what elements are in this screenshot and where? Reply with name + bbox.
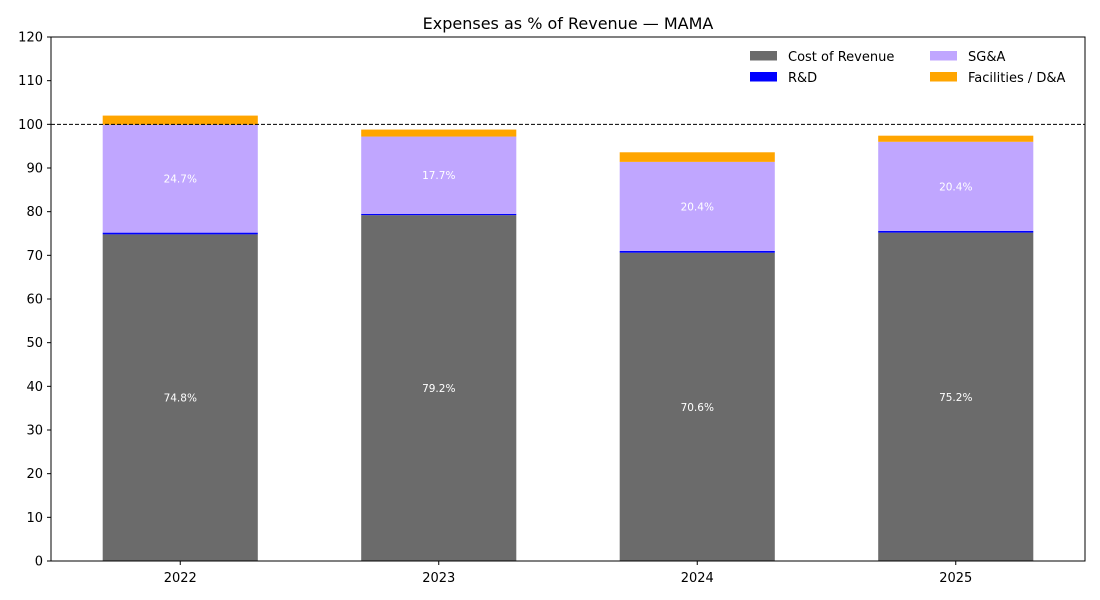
bar-segment — [878, 230, 1034, 233]
y-tick-label: 80 — [26, 205, 43, 220]
legend: Cost of Revenue R&D SG&A Facilities / D&A — [750, 50, 1066, 86]
data-label: 20.4% — [681, 201, 714, 213]
legend-swatch — [930, 72, 957, 82]
legend-swatch — [750, 51, 777, 61]
legend-label: Cost of Revenue — [788, 50, 894, 65]
data-label: 75.2% — [939, 392, 972, 404]
legend-label: SG&A — [968, 50, 1005, 65]
bars: 74.8% 24.7% 79.2% 17.7% 70.6% 20.4% 75.2% 20.4% — [102, 115, 1034, 562]
data-label: 79.2% — [422, 383, 455, 395]
bar-segment — [361, 213, 517, 216]
plot-frame — [50, 36, 1086, 562]
y-tick-label: 110 — [18, 74, 43, 89]
y-axis: 0 10 20 30 40 50 60 70 80 90 100 110 120 — [18, 31, 51, 570]
data-label: 20.4% — [939, 181, 972, 193]
bar-segment — [361, 215, 517, 561]
y-tick-label: 10 — [26, 511, 43, 526]
bar-segment — [361, 136, 517, 214]
y-tick-label: 0 — [35, 555, 43, 570]
bar-segment — [619, 252, 775, 562]
x-tick-label: 2024 — [681, 571, 714, 586]
data-label: 74.8% — [164, 393, 197, 405]
bar-segment — [878, 141, 1034, 231]
bar-segment — [619, 161, 775, 251]
x-tick-label: 2022 — [164, 571, 197, 586]
y-tick-label: 100 — [18, 118, 43, 133]
bar-segment — [102, 232, 258, 235]
bar-segment — [361, 129, 517, 137]
legend-label: R&D — [788, 71, 817, 86]
legend-swatch — [930, 51, 957, 61]
legend-swatch — [750, 72, 777, 82]
bar-segment — [102, 234, 258, 561]
legend-label: Facilities / D&A — [968, 71, 1066, 86]
y-tick-label: 60 — [26, 293, 43, 308]
bar-segment — [878, 135, 1034, 142]
x-tick-label: 2025 — [939, 571, 972, 586]
x-tick-label: 2023 — [422, 571, 455, 586]
y-tick-label: 120 — [18, 31, 43, 46]
bar-segment — [619, 250, 775, 253]
x-axis: 2022 2023 2024 2025 — [164, 561, 972, 586]
y-tick-label: 30 — [26, 424, 43, 439]
y-tick-label: 50 — [26, 336, 43, 351]
bar-segment — [878, 232, 1034, 562]
data-label: 17.7% — [422, 170, 455, 182]
bar-segment — [102, 115, 258, 125]
bar-segment — [619, 152, 775, 162]
y-tick-label: 20 — [26, 467, 43, 482]
chart-title: Expenses as % of Revenue — MAMA — [423, 14, 714, 33]
bar-segment — [102, 124, 258, 233]
data-label: 70.6% — [681, 402, 714, 414]
data-label: 24.7% — [164, 174, 197, 186]
y-tick-label: 90 — [26, 162, 43, 177]
y-tick-label: 70 — [26, 249, 43, 264]
y-tick-label: 40 — [26, 380, 43, 395]
